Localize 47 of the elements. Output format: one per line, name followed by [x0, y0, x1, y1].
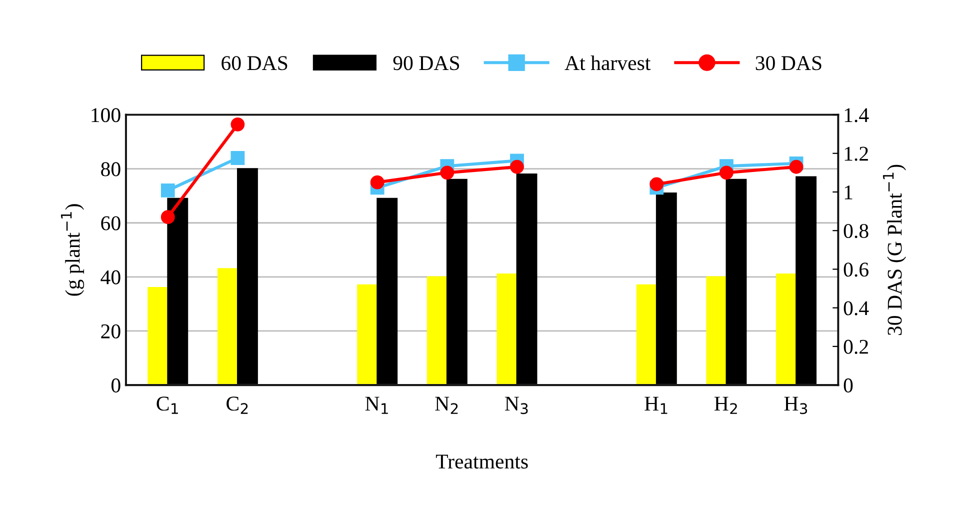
- legend-label: At harvest: [564, 55, 651, 70]
- x-tick-label: N$_{3}$: [504, 396, 528, 414]
- y-tick-label: 60: [101, 216, 120, 230]
- point: [510, 160, 524, 174]
- bar: [217, 268, 238, 386]
- x-tick-label: H$_{1}$: [644, 396, 668, 414]
- point: [650, 177, 664, 192]
- x-tick-label: N$_{1}$: [365, 396, 388, 414]
- y2-axis-title: 30 DAS (G Plant$^{−1}$): [882, 164, 906, 336]
- y-axis-title: (g plant$^{−1}$): [60, 204, 84, 296]
- bar: [776, 274, 797, 386]
- y2-tick-label: 0.8: [844, 224, 868, 238]
- bar: [357, 284, 378, 386]
- y2-tick-label: 0.6: [844, 262, 868, 277]
- y2-tick-label: 1.2: [844, 146, 868, 161]
- y2-tick-label: 1: [844, 185, 852, 200]
- x-tick-label: H$_{3}$: [784, 396, 808, 414]
- legend-label: 90 DAS: [393, 56, 460, 70]
- x-tick-label: C$_{2}$: [226, 396, 248, 414]
- y-tick-label: 80: [101, 162, 120, 176]
- bar: [636, 284, 658, 386]
- y-tick-label: 40: [100, 270, 120, 284]
- y2-tick-label: 0.2: [844, 340, 868, 354]
- point: [160, 210, 175, 224]
- point: [370, 175, 384, 190]
- y2-tick-label: 1.4: [844, 108, 869, 122]
- y2-tick-label: 0.4: [844, 301, 869, 316]
- point: [160, 183, 175, 198]
- point: [720, 166, 734, 180]
- x-tick-label: N$_{2}$: [435, 396, 458, 414]
- point: [230, 151, 245, 165]
- y-tick-label: 100: [92, 108, 120, 122]
- bar: [148, 287, 169, 386]
- bar: [706, 276, 728, 386]
- y2-tick-label: 0: [844, 378, 853, 392]
- bar: [496, 274, 518, 386]
- point: [789, 160, 804, 174]
- bar: [426, 276, 448, 386]
- x-tick-label: H$_{2}$: [714, 396, 737, 414]
- x-axis-title: Treatments: [436, 454, 528, 469]
- legend-label: 30 DAS: [756, 56, 822, 70]
- point: [440, 166, 454, 180]
- x-tick-label: C$_{1}$: [156, 396, 178, 414]
- legend-label: 60 DAS: [222, 56, 288, 70]
- y-tick-label: 20: [101, 324, 120, 338]
- point: [230, 117, 245, 132]
- y-tick-label: 0: [111, 378, 120, 392]
